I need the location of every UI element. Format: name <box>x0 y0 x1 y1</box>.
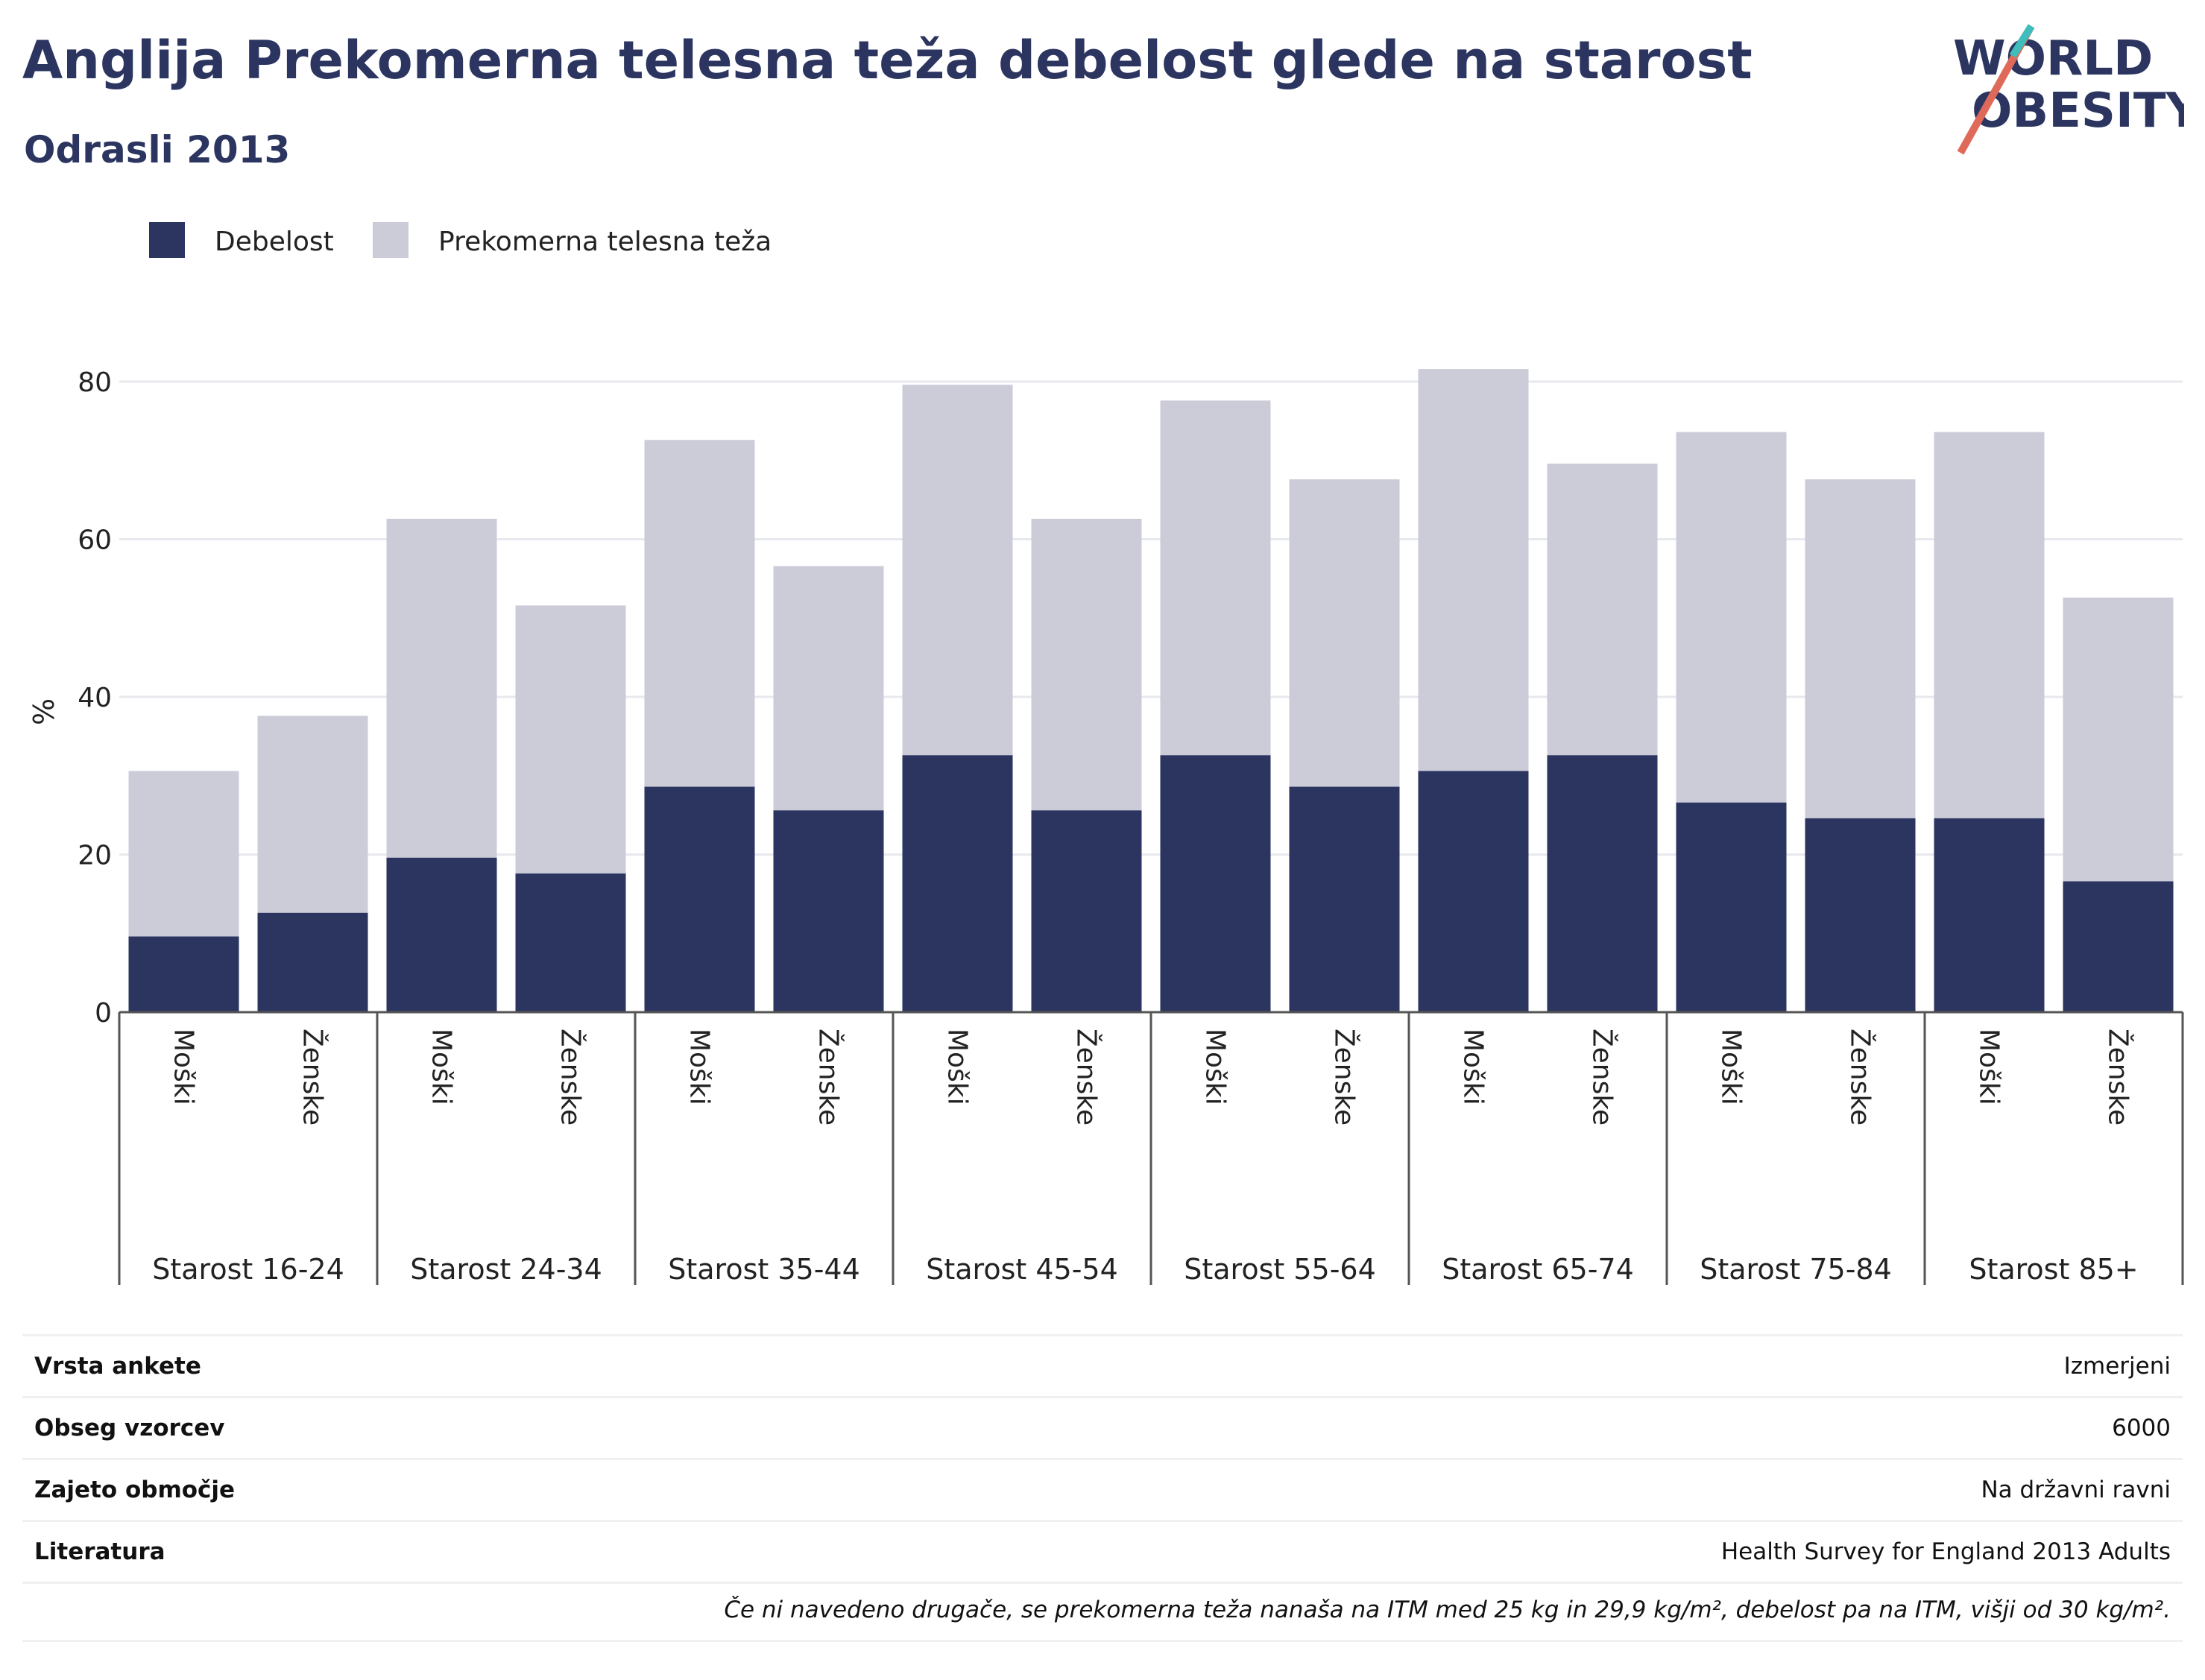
bar-overweight <box>1289 479 1400 787</box>
x-tick-label: Moški <box>426 1029 457 1105</box>
bar-overweight <box>1547 463 1658 756</box>
bar-obesity <box>1676 802 1787 1012</box>
metadata-row: Vrsta ankete Izmerjeni <box>22 1334 2183 1398</box>
legend-label: Prekomerna telesna teža <box>438 227 772 257</box>
group-label: Starost 35-44 <box>668 1253 860 1286</box>
bar-obesity <box>773 810 884 1012</box>
group-label: Starost 65-74 <box>1442 1253 1634 1286</box>
x-tick-label: Moški <box>942 1029 973 1105</box>
bar-overweight <box>1934 432 2045 818</box>
bar-overweight <box>1805 479 1916 818</box>
bar-overweight <box>1418 369 1529 771</box>
bar-overweight <box>1031 519 1142 811</box>
x-tick-label: Moški <box>1458 1029 1489 1105</box>
bar-obesity <box>386 857 497 1012</box>
group-label: Starost 45-54 <box>926 1253 1118 1286</box>
legend-swatch <box>373 222 408 258</box>
y-tick-label: 40 <box>78 683 112 713</box>
world-obesity-logo: WORLD OBESITY <box>1953 24 2184 155</box>
y-tick-label: 0 <box>95 998 112 1029</box>
y-tick-label: 20 <box>78 841 112 871</box>
x-tick-label: Moški <box>684 1029 715 1105</box>
metadata-value: Health Survey for England 2013 Adults <box>1720 1538 2171 1565</box>
x-tick-label: Moški <box>1974 1029 2004 1105</box>
bar-obesity <box>515 873 626 1012</box>
x-tick-label: Ženske <box>1071 1029 1102 1125</box>
group-label: Starost 24-34 <box>410 1253 602 1286</box>
x-tick-label: Ženske <box>1329 1029 1360 1125</box>
bar-obesity <box>1031 810 1142 1012</box>
y-axis-label: % <box>28 698 60 725</box>
chart-title: Anglija Prekomerna telesna teža debelost… <box>22 30 1753 91</box>
metadata-value: Izmerjeni <box>2063 1353 2171 1380</box>
bar-overweight <box>515 605 626 874</box>
footnote: Če ni navedeno drugače, se prekomerna te… <box>724 1597 2171 1623</box>
x-tick-label: Ženske <box>813 1029 845 1125</box>
group-label: Starost 16-24 <box>152 1253 344 1286</box>
legend-swatch <box>149 222 185 258</box>
metadata-key: Vrsta ankete <box>34 1353 201 1380</box>
x-tick-label: Moški <box>1200 1029 1231 1105</box>
bar-obesity <box>1289 786 1400 1012</box>
bar-obesity <box>1160 755 1271 1012</box>
bar-obesity <box>1934 818 2045 1012</box>
logo-line2: OBESITY <box>1972 83 2184 139</box>
metadata-value: 6000 <box>2112 1415 2171 1441</box>
x-tick-label: Moški <box>1716 1029 1747 1105</box>
bar-obesity <box>128 936 239 1012</box>
metadata-key: Zajeto območje <box>34 1477 236 1503</box>
x-tick-label: Ženske <box>297 1029 329 1125</box>
bar-overweight <box>1676 432 1787 803</box>
x-tick-label: Ženske <box>2103 1029 2134 1125</box>
logo-line1: WORLD <box>1953 31 2153 86</box>
bar-obesity <box>902 755 1013 1012</box>
bar-obesity <box>1547 755 1658 1012</box>
group-label: Starost 85+ <box>1969 1253 2138 1286</box>
metadata-row: Obseg vzorcev 6000 <box>22 1396 2183 1459</box>
logo-slash-accent <box>2009 24 2035 58</box>
x-axis: Moški Ženske Moški Ženske Moški Ženske Moški Že… <box>118 1011 2184 1286</box>
bar-obesity <box>2063 881 2174 1012</box>
bar-overweight <box>257 716 368 913</box>
metadata-row: Literatura Health Survey for England 2013… <box>22 1520 2183 1583</box>
bar-overweight <box>2063 597 2174 882</box>
bar-obesity <box>1418 771 1529 1012</box>
bars <box>128 369 2174 1012</box>
metadata-key: Obseg vzorcev <box>34 1415 225 1441</box>
legend-label: Debelost <box>215 227 334 257</box>
y-tick-label: 60 <box>78 525 112 556</box>
x-tick-label: Ženske <box>1845 1029 1876 1125</box>
bar-overweight <box>644 440 755 787</box>
metadata-divider <box>22 1582 2183 1584</box>
y-axis: 0 20 40 60 80% <box>28 367 112 1029</box>
footnote-divider <box>22 1640 2183 1642</box>
bar-overweight <box>128 771 239 937</box>
group-label: Starost 75-84 <box>1700 1253 1892 1286</box>
x-tick-label: Ženske <box>1587 1029 1618 1125</box>
bar-overweight <box>386 519 497 858</box>
metadata-key: Literatura <box>34 1538 165 1565</box>
bar-overweight <box>1160 400 1271 756</box>
x-tick-label: Moški <box>168 1029 199 1105</box>
metadata-value: Na državni ravni <box>1981 1477 2171 1503</box>
bar-overweight <box>902 385 1013 756</box>
bar-obesity <box>644 786 755 1012</box>
metadata-row: Zajeto območje Na državni ravni <box>22 1458 2183 1521</box>
y-tick-label: 80 <box>78 367 112 398</box>
x-tick-label: Ženske <box>555 1029 587 1125</box>
bar-obesity <box>257 912 368 1012</box>
group-label: Starost 55-64 <box>1184 1253 1376 1286</box>
chart-subtitle: Odrasli 2013 <box>24 128 291 171</box>
bar-overweight <box>773 566 884 811</box>
bar-obesity <box>1805 818 1916 1012</box>
legend: Debelost Prekomerna telesna teža <box>149 222 772 258</box>
